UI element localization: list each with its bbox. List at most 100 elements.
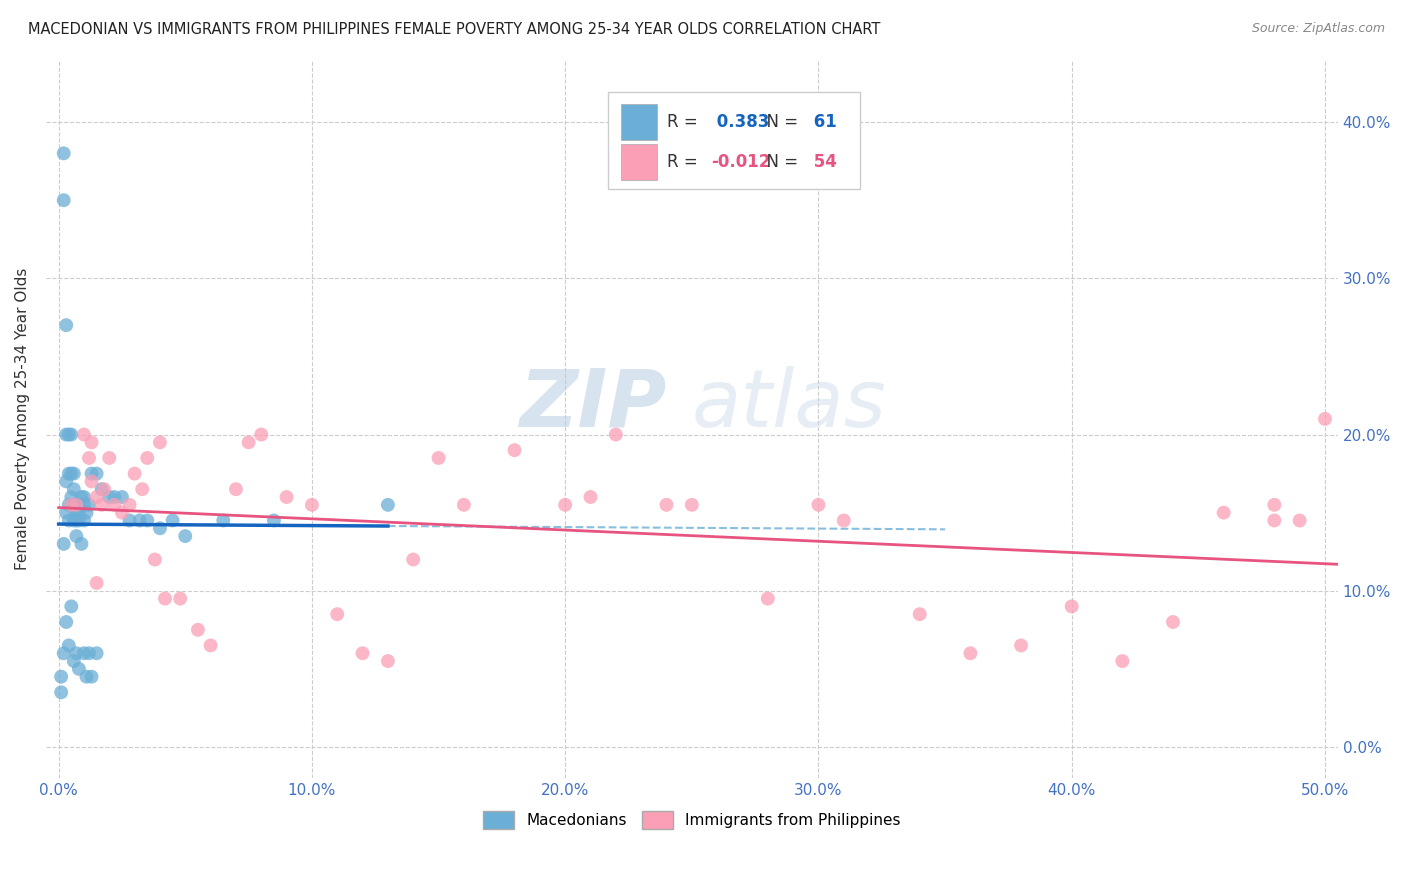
Point	[98, 450, 121, 465]
Point	[55, 615, 77, 629]
Point	[908, 607, 931, 622]
Point	[52, 646, 75, 660]
Point	[86, 490, 108, 504]
Point	[1212, 506, 1234, 520]
Point	[80, 475, 103, 489]
Point	[67, 498, 90, 512]
Point	[143, 552, 166, 566]
Point	[212, 513, 235, 527]
Point	[136, 450, 159, 465]
Point	[118, 513, 141, 527]
Point	[93, 482, 115, 496]
Point	[118, 498, 141, 512]
Point	[58, 639, 80, 653]
Point	[55, 475, 77, 489]
Point	[65, 513, 87, 527]
Point	[149, 435, 172, 450]
Point	[51, 685, 73, 699]
Point	[58, 498, 80, 512]
Text: Source: ZipAtlas.com: Source: ZipAtlas.com	[1251, 22, 1385, 36]
Point	[60, 467, 83, 481]
Point	[124, 467, 146, 481]
Point	[149, 521, 172, 535]
Point	[250, 427, 273, 442]
Point	[301, 498, 323, 512]
Point	[55, 318, 77, 333]
Point	[153, 591, 176, 606]
Point	[103, 498, 125, 512]
Point	[1288, 513, 1310, 527]
Point	[80, 435, 103, 450]
Point	[111, 506, 134, 520]
Point	[187, 623, 209, 637]
Text: N =: N =	[756, 113, 804, 131]
Point	[90, 498, 112, 512]
Text: atlas: atlas	[692, 366, 887, 443]
Point	[131, 482, 153, 496]
Point	[402, 552, 425, 566]
Point	[80, 670, 103, 684]
Point	[169, 591, 191, 606]
Point	[77, 450, 100, 465]
Point	[65, 646, 87, 660]
Point	[55, 427, 77, 442]
Point	[1263, 498, 1285, 512]
Point	[326, 607, 349, 622]
Text: ZIP: ZIP	[519, 366, 666, 443]
Point	[77, 498, 100, 512]
Legend: Macedonians, Immigrants from Philippines: Macedonians, Immigrants from Philippines	[477, 805, 907, 835]
Point	[73, 646, 96, 660]
Point	[200, 639, 222, 653]
Point	[52, 193, 75, 207]
Point	[60, 427, 83, 442]
Point	[67, 513, 90, 527]
Point	[174, 529, 197, 543]
Point	[63, 654, 86, 668]
Point	[605, 427, 627, 442]
Point	[63, 498, 86, 512]
Point	[427, 450, 450, 465]
Point	[352, 646, 374, 660]
Point	[58, 467, 80, 481]
Bar	[621, 104, 657, 140]
Point	[655, 498, 678, 512]
Y-axis label: Female Poverty Among 25-34 Year Olds: Female Poverty Among 25-34 Year Olds	[15, 268, 30, 570]
Point	[1313, 412, 1336, 426]
Point	[86, 576, 108, 591]
Text: MACEDONIAN VS IMMIGRANTS FROM PHILIPPINES FEMALE POVERTY AMONG 25-34 YEAR OLDS C: MACEDONIAN VS IMMIGRANTS FROM PHILIPPINE…	[28, 22, 880, 37]
Point	[377, 498, 399, 512]
Point	[52, 146, 75, 161]
Point	[453, 498, 475, 512]
Point	[55, 506, 77, 520]
Point	[103, 490, 125, 504]
Text: 0.383: 0.383	[711, 113, 769, 131]
Point	[1161, 615, 1184, 629]
Point	[225, 482, 247, 496]
Point	[503, 443, 526, 458]
Point	[51, 670, 73, 684]
Point	[76, 506, 98, 520]
Point	[128, 513, 150, 527]
Point	[76, 670, 98, 684]
Point	[98, 490, 121, 504]
Point	[263, 513, 285, 527]
Point	[807, 498, 830, 512]
Point	[238, 435, 260, 450]
Point	[63, 467, 86, 481]
Point	[136, 513, 159, 527]
Point	[1060, 599, 1083, 614]
Point	[52, 537, 75, 551]
Point	[58, 427, 80, 442]
Point	[832, 513, 855, 527]
Point	[70, 537, 93, 551]
Point	[276, 490, 298, 504]
Point	[63, 482, 86, 496]
Point	[65, 506, 87, 520]
Text: -0.012: -0.012	[711, 153, 770, 171]
Point	[60, 490, 83, 504]
Bar	[621, 145, 657, 180]
Point	[65, 498, 87, 512]
Text: 61: 61	[808, 113, 837, 131]
Point	[60, 599, 83, 614]
Point	[70, 490, 93, 504]
